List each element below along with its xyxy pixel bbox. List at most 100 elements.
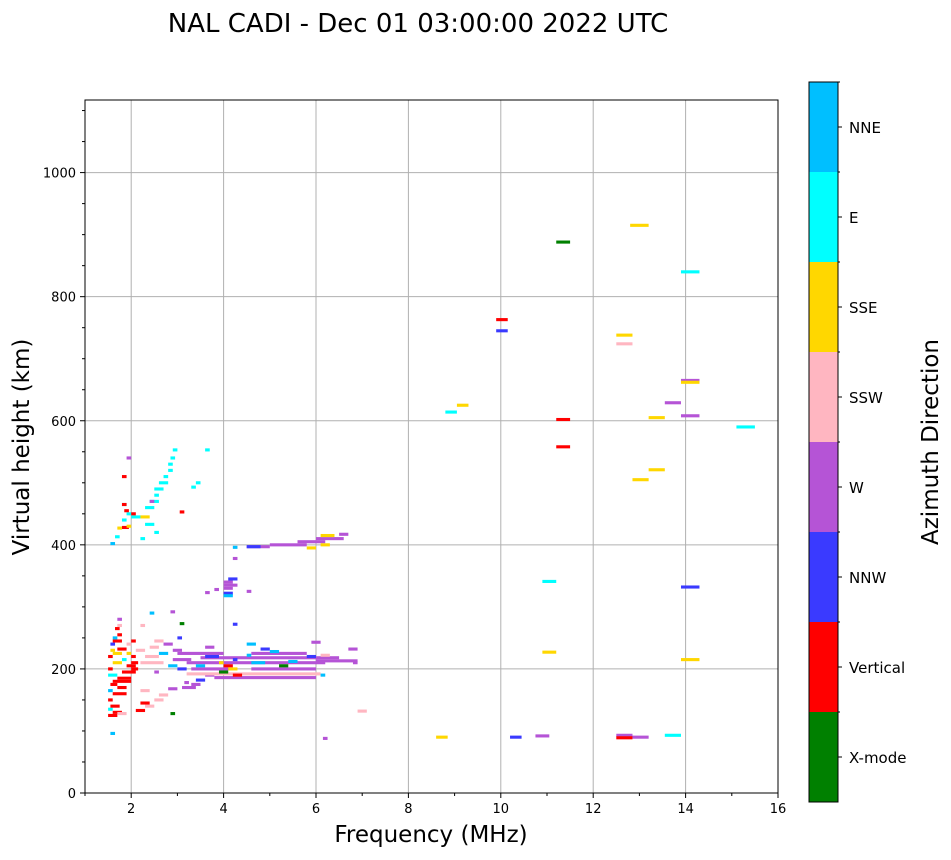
echo-ssw xyxy=(140,689,150,693)
echo-nne xyxy=(246,642,256,646)
echo-e xyxy=(680,270,700,274)
echo-nne xyxy=(112,636,118,640)
colorbar-swatch-x-mode xyxy=(809,712,838,802)
echo-vertical xyxy=(117,685,127,690)
echo-nnw xyxy=(205,654,219,659)
echo-vertical xyxy=(108,698,113,702)
x-tick-label: 6 xyxy=(312,802,320,817)
echo-nnw xyxy=(306,654,316,659)
echo-vertical xyxy=(121,670,136,674)
echo-w xyxy=(170,610,176,614)
echo-w xyxy=(168,687,178,691)
echo-w xyxy=(163,642,173,646)
echo-e xyxy=(205,448,210,452)
echo-nne xyxy=(246,653,252,657)
colorbar-swatch-nnw xyxy=(809,532,838,622)
x-axis-label: Frequency (MHz) xyxy=(334,822,527,848)
echo-nne xyxy=(158,651,169,655)
echo-ssw xyxy=(135,648,146,652)
echo-nnw xyxy=(232,622,238,626)
echo-ssw xyxy=(145,654,159,659)
echo-vertical xyxy=(108,713,118,717)
echo-sse xyxy=(126,524,132,528)
y-tick-label: 600 xyxy=(51,415,76,430)
echo-nne xyxy=(269,649,280,654)
echo-e xyxy=(170,456,176,460)
colorbar-swatch-vertical xyxy=(809,622,838,712)
colorbar-swatch-ssw xyxy=(809,352,838,442)
echo-vertical xyxy=(112,692,127,696)
echo-sse xyxy=(632,478,649,482)
colorbar-label-vertical: Vertical xyxy=(849,659,905,677)
echo-e xyxy=(154,493,159,497)
echo-vertical xyxy=(140,701,150,705)
echo-vertical xyxy=(556,417,571,422)
echo-ssw xyxy=(149,645,159,649)
echo-ssw xyxy=(154,698,164,702)
echo-w xyxy=(205,645,215,649)
plot-frame xyxy=(84,99,779,794)
colorbar-label-nnw: NNW xyxy=(849,569,886,587)
echo-sse xyxy=(228,667,238,671)
echo-ssw xyxy=(616,342,633,346)
echo-nnw xyxy=(177,636,183,640)
echo-ssw xyxy=(145,704,155,708)
echo-e xyxy=(121,658,127,662)
y-tick-label: 0 xyxy=(68,787,76,802)
echo-sse xyxy=(680,380,700,384)
echo-sse xyxy=(140,515,150,519)
echo-w xyxy=(177,651,224,655)
echo-ssw xyxy=(140,623,146,628)
echo-w xyxy=(632,735,649,739)
echo-nne xyxy=(110,731,116,735)
echo-vertical xyxy=(223,664,233,668)
echo-e xyxy=(158,481,169,485)
echo-w xyxy=(223,580,233,584)
echo-e xyxy=(140,537,146,541)
chart-title: NAL CADI - Dec 01 03:00:00 2022 UTC xyxy=(168,9,668,39)
echo-nnw xyxy=(246,545,261,549)
echo-vertical xyxy=(131,654,136,659)
echo-e xyxy=(145,506,155,510)
echo-e xyxy=(131,515,141,519)
echo-nne xyxy=(223,594,233,598)
echo-nnw xyxy=(680,585,700,589)
echo-vertical xyxy=(115,627,120,631)
echo-e xyxy=(191,485,196,489)
echo-vertical xyxy=(108,654,113,659)
echo-vertical xyxy=(117,633,122,637)
x-tick-label: 4 xyxy=(219,802,227,817)
x-tick-label: 2 xyxy=(127,802,135,817)
echo-w xyxy=(322,736,328,740)
x-tick-label: 14 xyxy=(677,802,694,817)
echo-w xyxy=(117,617,122,621)
colorbar-label-w: W xyxy=(849,479,864,497)
echo-vertical xyxy=(556,445,571,449)
echo-points xyxy=(108,223,755,740)
echo-w xyxy=(316,537,344,541)
echo-e xyxy=(145,522,155,526)
echo-w xyxy=(297,540,326,544)
echo-w xyxy=(251,651,307,655)
echo-e xyxy=(121,518,127,522)
echo-sse xyxy=(112,651,122,655)
echo-nne xyxy=(110,542,116,546)
echo-w xyxy=(205,591,210,595)
echo-e xyxy=(542,579,557,583)
echo-vertical xyxy=(131,512,136,516)
echo-e xyxy=(154,487,164,491)
echo-vertical xyxy=(121,525,129,530)
echo-e xyxy=(168,462,173,466)
echo-vertical xyxy=(117,647,127,651)
colorbar-swatch-e xyxy=(809,172,838,262)
echo-vertical xyxy=(110,682,118,686)
echo-ssw xyxy=(320,653,330,657)
echo-vertical xyxy=(124,509,129,513)
grid-lines xyxy=(85,100,779,794)
echo-w xyxy=(126,456,132,460)
echo-nnw xyxy=(228,577,238,581)
echo-w xyxy=(191,682,201,686)
echo-x-mode xyxy=(279,664,289,668)
echo-w xyxy=(251,667,316,671)
echo-vertical xyxy=(616,736,633,740)
